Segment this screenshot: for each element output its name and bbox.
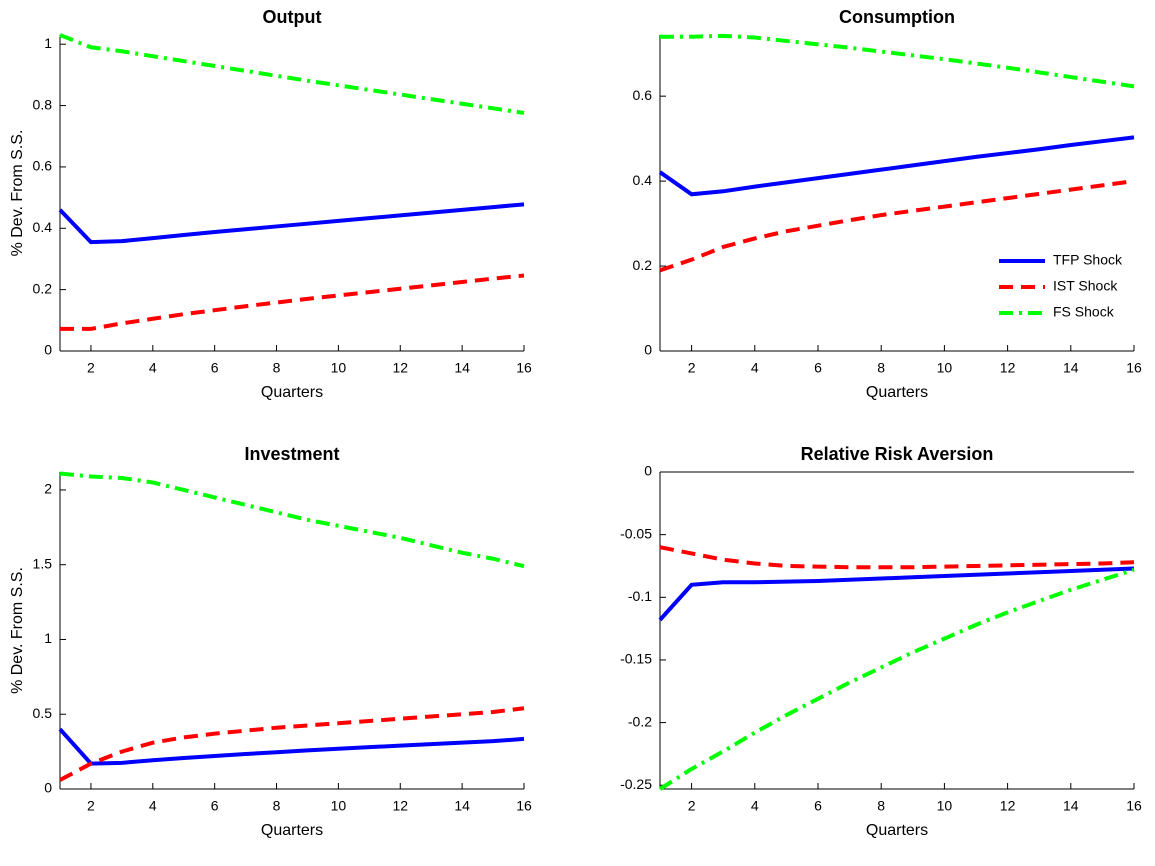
legend-label: FS Shock — [1053, 304, 1115, 320]
y-axis-label: % Dev. From S.S. — [9, 130, 26, 257]
x-tick-label: 6 — [211, 798, 219, 814]
x-tick-label: 2 — [688, 360, 696, 376]
legend-label: TFP Shock — [1053, 252, 1123, 268]
y-tick-label: -0.05 — [620, 525, 652, 541]
series-line — [660, 33, 1135, 89]
x-tick-label: 8 — [273, 798, 281, 814]
series-line — [58, 727, 525, 766]
x-tick-label: 10 — [937, 360, 953, 376]
y-tick-label: 1 — [44, 35, 52, 51]
y-tick-label: -0.1 — [628, 588, 652, 604]
y-tick-label: 0.6 — [633, 87, 653, 103]
x-tick-label: 2 — [688, 798, 696, 814]
x-tick-label: 8 — [877, 798, 885, 814]
y-tick-label: 0.4 — [33, 219, 53, 235]
y-tick-label: 0.6 — [33, 158, 53, 174]
series-line — [659, 179, 1135, 273]
x-tick-label: 10 — [331, 798, 347, 814]
x-tick-label: 16 — [516, 798, 532, 814]
x-tick-label: 14 — [454, 360, 470, 376]
x-tick-label: 14 — [1063, 360, 1079, 376]
y-tick-label: 0.5 — [33, 705, 53, 721]
x-tick-label: 8 — [877, 360, 885, 376]
series-line — [658, 135, 1135, 197]
x-tick-label: 16 — [1126, 360, 1142, 376]
y-tick-label: 0.4 — [633, 172, 653, 188]
x-tick-label: 10 — [937, 798, 953, 814]
subplot-title: Output — [263, 7, 322, 27]
y-tick-label: 0.8 — [33, 96, 53, 112]
x-axis-label: Quarters — [866, 822, 928, 839]
series-line — [658, 567, 1135, 791]
series-line — [58, 202, 525, 245]
x-tick-label: 16 — [516, 360, 532, 376]
series-line — [659, 545, 1135, 570]
x-tick-label: 6 — [211, 360, 219, 376]
x-tick-label: 14 — [454, 798, 470, 814]
y-axis-label: % Dev. From S.S. — [9, 567, 26, 694]
subplot-title: Relative Risk Aversion — [801, 444, 994, 464]
x-tick-label: 10 — [331, 360, 347, 376]
x-tick-label: 4 — [149, 360, 157, 376]
x-tick-label: 12 — [392, 360, 408, 376]
series-line — [60, 273, 525, 331]
y-tick-label: -0.2 — [628, 713, 652, 729]
subplot-title: Consumption — [839, 7, 955, 27]
subplot: Relative Risk Aversion Quarters 2 4 6 8 10 12 14… — [620, 444, 1142, 839]
x-axis-label: Quarters — [261, 822, 323, 839]
y-tick-label: 0 — [44, 780, 52, 796]
x-tick-label: 8 — [273, 360, 281, 376]
y-tick-label: 2 — [44, 481, 52, 497]
x-tick-label: 12 — [392, 798, 408, 814]
y-tick-label: 0 — [644, 463, 652, 479]
x-tick-label: 6 — [814, 798, 822, 814]
y-tick-label: 0 — [44, 342, 52, 358]
y-tick-label: 0 — [644, 342, 652, 358]
series-line — [658, 566, 1135, 622]
series-line — [59, 471, 525, 569]
subplot: Consumption Quarters 2 4 6 8 10 12 14 16 0 0.2 0.4 0.… — [633, 7, 1142, 401]
y-tick-label: -0.15 — [620, 651, 652, 667]
subplot-title: Investment — [244, 444, 339, 464]
x-tick-label: 4 — [149, 798, 157, 814]
x-axis-label: Quarters — [866, 384, 928, 401]
x-tick-label: 12 — [1000, 798, 1016, 814]
x-tick-label: 4 — [751, 360, 759, 376]
x-tick-label: 2 — [87, 360, 95, 376]
x-tick-label: 2 — [87, 798, 95, 814]
x-axis-label: Quarters — [261, 384, 323, 401]
x-tick-label: 14 — [1063, 798, 1079, 814]
x-tick-label: 4 — [751, 798, 759, 814]
y-tick-label: -0.25 — [620, 776, 652, 792]
legend-label: IST Shock — [1053, 278, 1118, 294]
y-tick-label: 0.2 — [633, 257, 653, 273]
y-tick-label: 1.5 — [33, 555, 53, 571]
y-tick-label: 0.2 — [33, 280, 53, 296]
x-tick-label: 6 — [814, 360, 822, 376]
x-tick-label: 12 — [1000, 360, 1016, 376]
x-tick-label: 16 — [1126, 798, 1142, 814]
y-tick-label: 1 — [44, 630, 52, 646]
series-line — [59, 33, 525, 115]
